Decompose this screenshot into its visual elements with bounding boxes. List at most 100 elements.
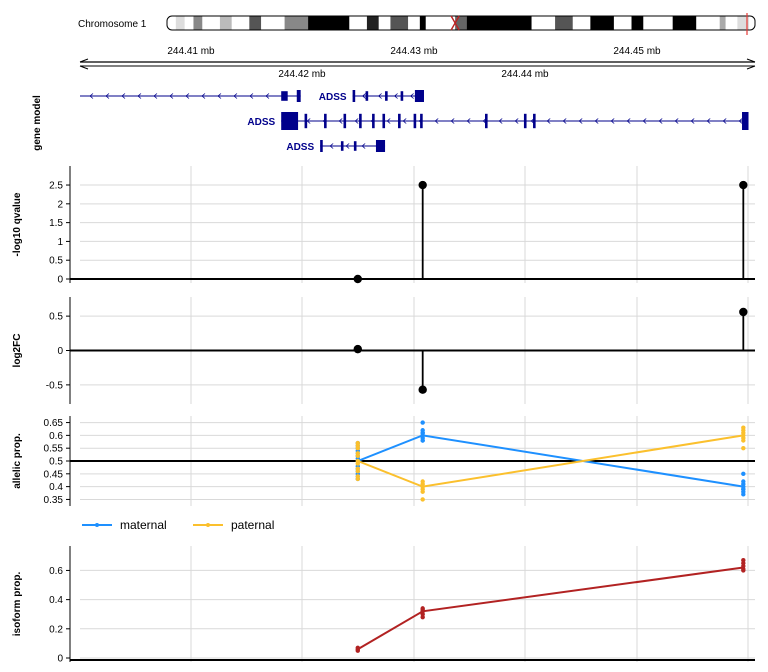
exon	[372, 114, 375, 128]
exon	[420, 114, 423, 128]
y-tick-label: 1.5	[49, 218, 63, 229]
genome-tick-label: 244.41 mb	[167, 46, 215, 57]
ideogram-band	[185, 16, 194, 30]
exon	[524, 114, 527, 128]
genome-tick-label: 244.42 mb	[278, 69, 326, 80]
maternal-point	[741, 479, 745, 483]
y-tick-label: 0.65	[44, 418, 64, 429]
gene-track: gene model ADSSADSSADSS	[32, 90, 749, 153]
ideogram-band	[726, 16, 738, 30]
legend: maternal paternal	[82, 518, 274, 532]
y-tick-label: 2	[57, 199, 63, 210]
ideogram-band	[573, 16, 591, 30]
y-tick-label: 0.35	[44, 495, 64, 506]
transcript-label: ADSS	[319, 92, 347, 103]
paternal-point	[356, 474, 360, 478]
ideogram-band	[614, 16, 632, 30]
ideogram-band	[202, 16, 220, 30]
exon	[485, 114, 488, 128]
ideogram-band	[308, 16, 349, 30]
ideogram-band	[696, 16, 720, 30]
exon	[359, 114, 362, 128]
y-tick-label: 0.45	[44, 469, 64, 480]
legend-maternal-marker	[95, 523, 99, 527]
paternal-point	[741, 446, 745, 450]
isoform-panel: 0 0.2 0.4 0.6 isoform prop.	[12, 546, 755, 665]
y-tick-label: 0.6	[49, 566, 63, 577]
genome-tick-label: 244.45 mb	[613, 46, 661, 57]
legend-paternal-marker	[206, 523, 210, 527]
ideogram-band	[349, 16, 367, 30]
genome-tick-label: 244.44 mb	[501, 69, 549, 80]
ideogram-bands	[167, 13, 755, 35]
exon	[354, 141, 357, 151]
ideogram-band	[455, 16, 467, 30]
paternal-point	[356, 466, 360, 470]
chromosome-label: Chromosome 1	[78, 19, 147, 30]
ideogram-band	[232, 16, 250, 30]
exon	[305, 114, 308, 128]
gene-track-label: gene model	[32, 95, 43, 151]
exon	[281, 91, 287, 101]
ideogram-band	[737, 16, 749, 30]
y-tick-label: -0.5	[46, 380, 64, 391]
ideogram-band	[632, 16, 644, 30]
y-tick-label: 0	[57, 346, 63, 357]
y-tick-label: 0.5	[49, 312, 63, 323]
y-tick-label: 0.4	[49, 482, 63, 493]
legend-paternal-label: paternal	[231, 518, 274, 532]
exon	[297, 90, 301, 102]
y-tick-label: 0.5	[49, 457, 63, 468]
isoform-line	[358, 568, 744, 650]
chromosome-ideogram: Chromosome 1	[78, 13, 755, 35]
ideogram-band	[426, 16, 456, 30]
lollipop-point	[418, 181, 426, 189]
exon	[376, 140, 385, 152]
allelic-panel: 0.35 0.4 0.450.5 0.55 0.6 0.65 allelic prop.	[12, 416, 755, 506]
gene-models: ADSS ADSS ADSS	[80, 90, 749, 153]
exon	[385, 91, 388, 101]
lollipop-point	[739, 308, 747, 316]
exon	[401, 91, 404, 101]
ideogram-band	[555, 16, 573, 30]
paternal-point	[420, 497, 424, 501]
y-axis-label: isoform prop.	[12, 572, 23, 637]
ideogram-band	[673, 16, 697, 30]
maternal-point	[741, 472, 745, 476]
exon	[353, 90, 356, 102]
ideogram-band	[390, 16, 408, 30]
y-tick-label: 0.5	[49, 256, 63, 267]
y-tick-label: 0.6	[49, 431, 63, 442]
exon	[344, 114, 347, 128]
ideogram-band	[285, 16, 309, 30]
ideogram-band	[467, 16, 532, 30]
paternal-point	[420, 479, 424, 483]
isoform-point	[420, 606, 424, 610]
y-tick-label: 1	[57, 237, 63, 248]
log2fc-panel: -0.500.5log2FC	[12, 297, 755, 404]
paternal-point	[356, 451, 360, 455]
exon	[366, 91, 369, 101]
y-tick-label: 0	[57, 275, 63, 286]
maternal-point	[420, 428, 424, 432]
exon	[415, 90, 424, 102]
y-tick-label: 0	[57, 654, 63, 665]
exon	[533, 114, 536, 128]
y-tick-label: 0.4	[49, 595, 63, 606]
ideogram-band	[261, 16, 285, 30]
qvalue-panel: 00.511.522.5-log10 qvalue	[12, 166, 755, 286]
axis-arrow-right	[747, 59, 755, 69]
ideogram-band	[193, 16, 202, 30]
ideogram-band	[379, 16, 391, 30]
y-axis-label: -log10 qvalue	[12, 192, 23, 256]
ideogram-band	[420, 16, 426, 30]
ideogram-band	[220, 16, 232, 30]
paternal-point	[356, 441, 360, 445]
lollipop-point	[418, 385, 426, 393]
genome-tick-label: 244.43 mb	[390, 46, 438, 57]
exon	[382, 114, 385, 128]
ideogram-band	[643, 16, 673, 30]
isoform-point	[741, 558, 745, 562]
genome-axis: 244.41 mb 244.43 mb 244.45 mb 244.42 mb …	[80, 46, 755, 80]
